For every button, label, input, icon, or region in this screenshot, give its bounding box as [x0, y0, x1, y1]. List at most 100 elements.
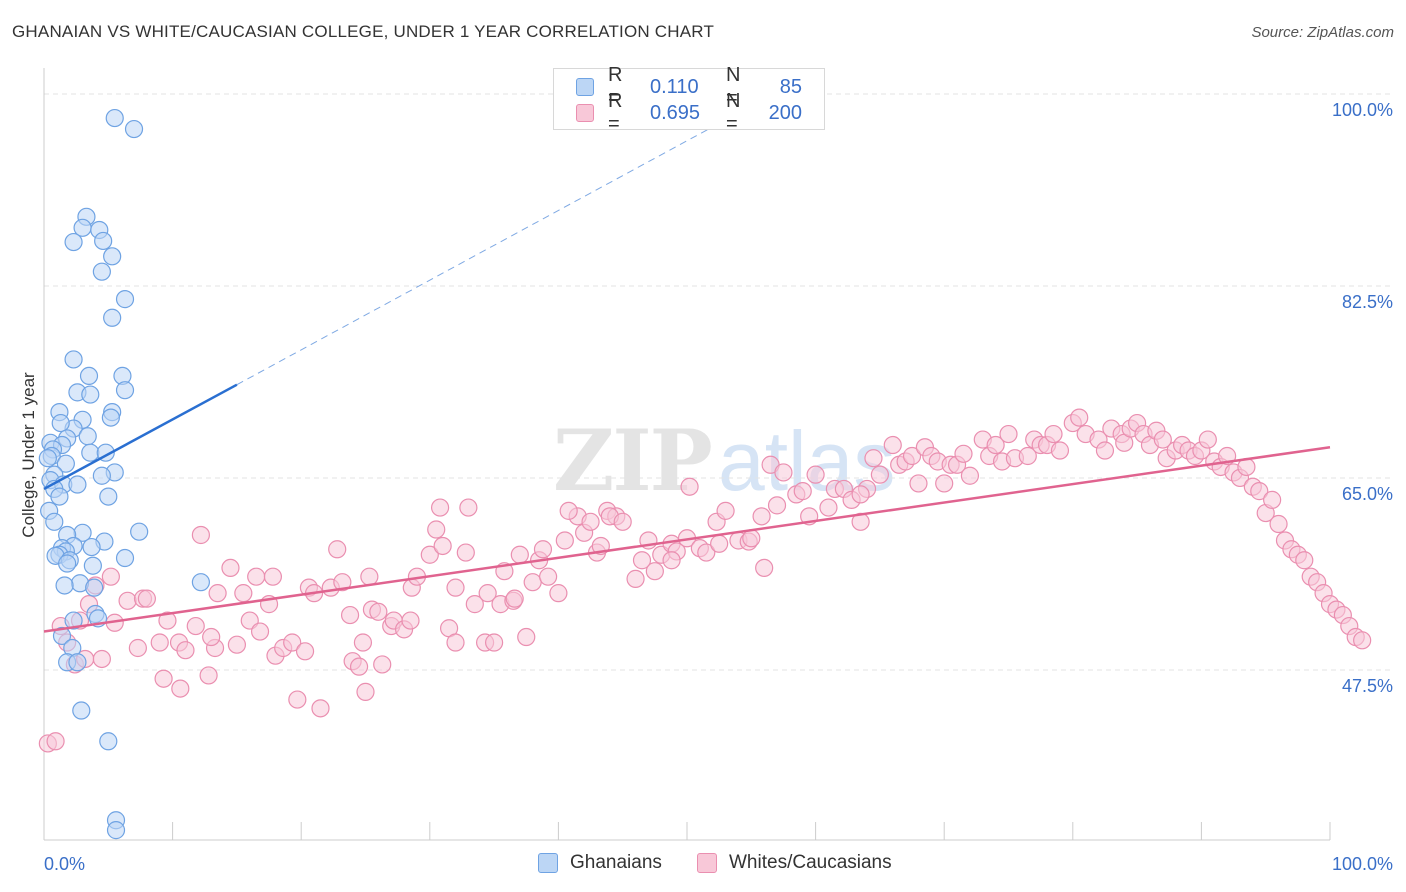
white-caucasian-point	[101, 567, 120, 586]
white-caucasian-point	[510, 545, 529, 564]
ghanaian-point	[64, 350, 83, 369]
white-caucasian-point	[186, 616, 205, 636]
white-caucasian-point	[176, 641, 195, 660]
white-caucasian-point	[1353, 631, 1372, 650]
white-caucasian-point	[208, 584, 227, 603]
white-caucasian-point	[349, 657, 369, 676]
ghanaian-point	[52, 626, 72, 646]
white-caucasian-point	[613, 512, 632, 531]
white-caucasian-point	[523, 573, 542, 592]
white-caucasian-point	[328, 540, 347, 559]
ghanaian-point	[81, 385, 100, 404]
ghanaian-point	[130, 522, 149, 541]
ghanaian-point	[105, 108, 124, 128]
chart-source: Source: ZipAtlas.com	[1251, 24, 1394, 41]
white-caucasian-point	[446, 578, 465, 597]
white-caucasian-point	[234, 584, 253, 603]
white-caucasian-point	[819, 498, 838, 517]
white-caucasian-point	[92, 649, 111, 669]
correlation-legend: R = 0.110 N = 85 R = 0.695 N = 200	[553, 64, 825, 135]
white-caucasian-point	[517, 627, 536, 647]
white-caucasian-point	[283, 633, 302, 652]
bottom-legend-swatch-pink	[697, 853, 717, 873]
ghanaian-trend-line	[43, 383, 238, 491]
white-caucasian-point	[247, 567, 266, 586]
white-caucasian-point	[433, 536, 452, 556]
white-caucasian-point	[373, 655, 392, 674]
ghanaian-point	[124, 119, 144, 139]
white-caucasian-point	[742, 529, 761, 548]
ghanaian-point	[78, 427, 97, 446]
y-tick-label: 100.0%	[1332, 100, 1393, 120]
white-caucasian-point	[851, 485, 870, 504]
ghanaian-point	[50, 487, 69, 506]
legend-n-label: N =	[726, 64, 741, 109]
legend-row-ghanaians: R = 0.110 N = 85	[576, 64, 802, 109]
ghanaian-point	[38, 449, 57, 468]
white-caucasian-point	[505, 589, 524, 608]
ghanaian-point	[115, 290, 135, 309]
ghanaian-point	[85, 578, 104, 597]
legend-row-whites: R = 0.695 N = 200	[576, 90, 802, 135]
legend-r-label: R =	[608, 64, 623, 109]
white-caucasian-point	[767, 496, 787, 515]
white-caucasian-point	[137, 589, 156, 608]
white-caucasian-point	[902, 446, 922, 466]
ghanaian-point	[56, 454, 75, 473]
legend-swatch-blue	[576, 78, 594, 96]
white-caucasian-point	[549, 584, 568, 603]
ghanaian-point	[55, 576, 74, 595]
white-caucasian-point	[632, 551, 652, 570]
ghanaian-point	[64, 232, 83, 252]
ghanaian-point	[106, 821, 126, 840]
legend-n-value: 85	[779, 75, 802, 98]
ghanaian-point	[68, 475, 87, 494]
white-caucasian-point	[1269, 514, 1288, 534]
white-caucasian-point	[870, 465, 890, 484]
white-caucasian-point	[1095, 441, 1115, 460]
white-caucasian-point	[935, 474, 954, 493]
ghanaian-point	[92, 262, 111, 281]
white-caucasian-point	[774, 463, 793, 482]
white-caucasian-point	[263, 567, 283, 586]
white-caucasian-point	[227, 635, 246, 654]
ghanaian-point	[64, 611, 83, 630]
legend-r-label: R =	[608, 90, 623, 135]
ghanaian-point	[79, 366, 99, 386]
white-caucasian-point	[46, 732, 65, 751]
white-caucasian-trend-line	[43, 445, 1331, 633]
white-caucasian-point	[752, 507, 771, 526]
ghanaian-point	[103, 308, 122, 327]
white-caucasian-point	[250, 622, 270, 641]
white-caucasian-point	[401, 611, 420, 630]
white-caucasian-point	[288, 690, 307, 709]
y-tick-label: 82.5%	[1342, 292, 1393, 312]
x-tick-label: 100.0%	[1332, 854, 1393, 874]
white-caucasian-point	[1198, 430, 1217, 449]
white-caucasian-point	[539, 567, 558, 586]
ghanaian-point	[51, 413, 70, 433]
white-caucasian-point	[533, 540, 553, 559]
white-caucasian-point	[1044, 424, 1063, 444]
white-caucasian-point	[1250, 482, 1269, 501]
white-caucasian-point	[221, 558, 240, 578]
ghanaian-point	[101, 408, 120, 427]
legend-n-label: N =	[726, 90, 741, 135]
white-caucasian-point	[1070, 408, 1089, 427]
y-tick-label: 65.0%	[1342, 484, 1393, 504]
white-caucasian-point	[909, 474, 928, 493]
white-caucasian-point	[456, 543, 475, 562]
white-caucasian-point	[478, 584, 497, 603]
ghanaian-point	[81, 443, 100, 462]
white-caucasian-point	[864, 449, 883, 468]
white-caucasian-point	[680, 477, 699, 496]
bottom-legend-whites[interactable]: Whites/Caucasians	[697, 852, 892, 874]
white-caucasian-point	[559, 501, 578, 520]
ghanaian-point	[82, 537, 101, 557]
white-caucasian-point	[645, 562, 664, 581]
bottom-legend-label: Ghanaians	[570, 852, 662, 873]
white-caucasian-point	[191, 525, 210, 545]
white-caucasian-point	[295, 642, 315, 661]
bottom-legend-ghanaians[interactable]: Ghanaians	[538, 852, 662, 874]
